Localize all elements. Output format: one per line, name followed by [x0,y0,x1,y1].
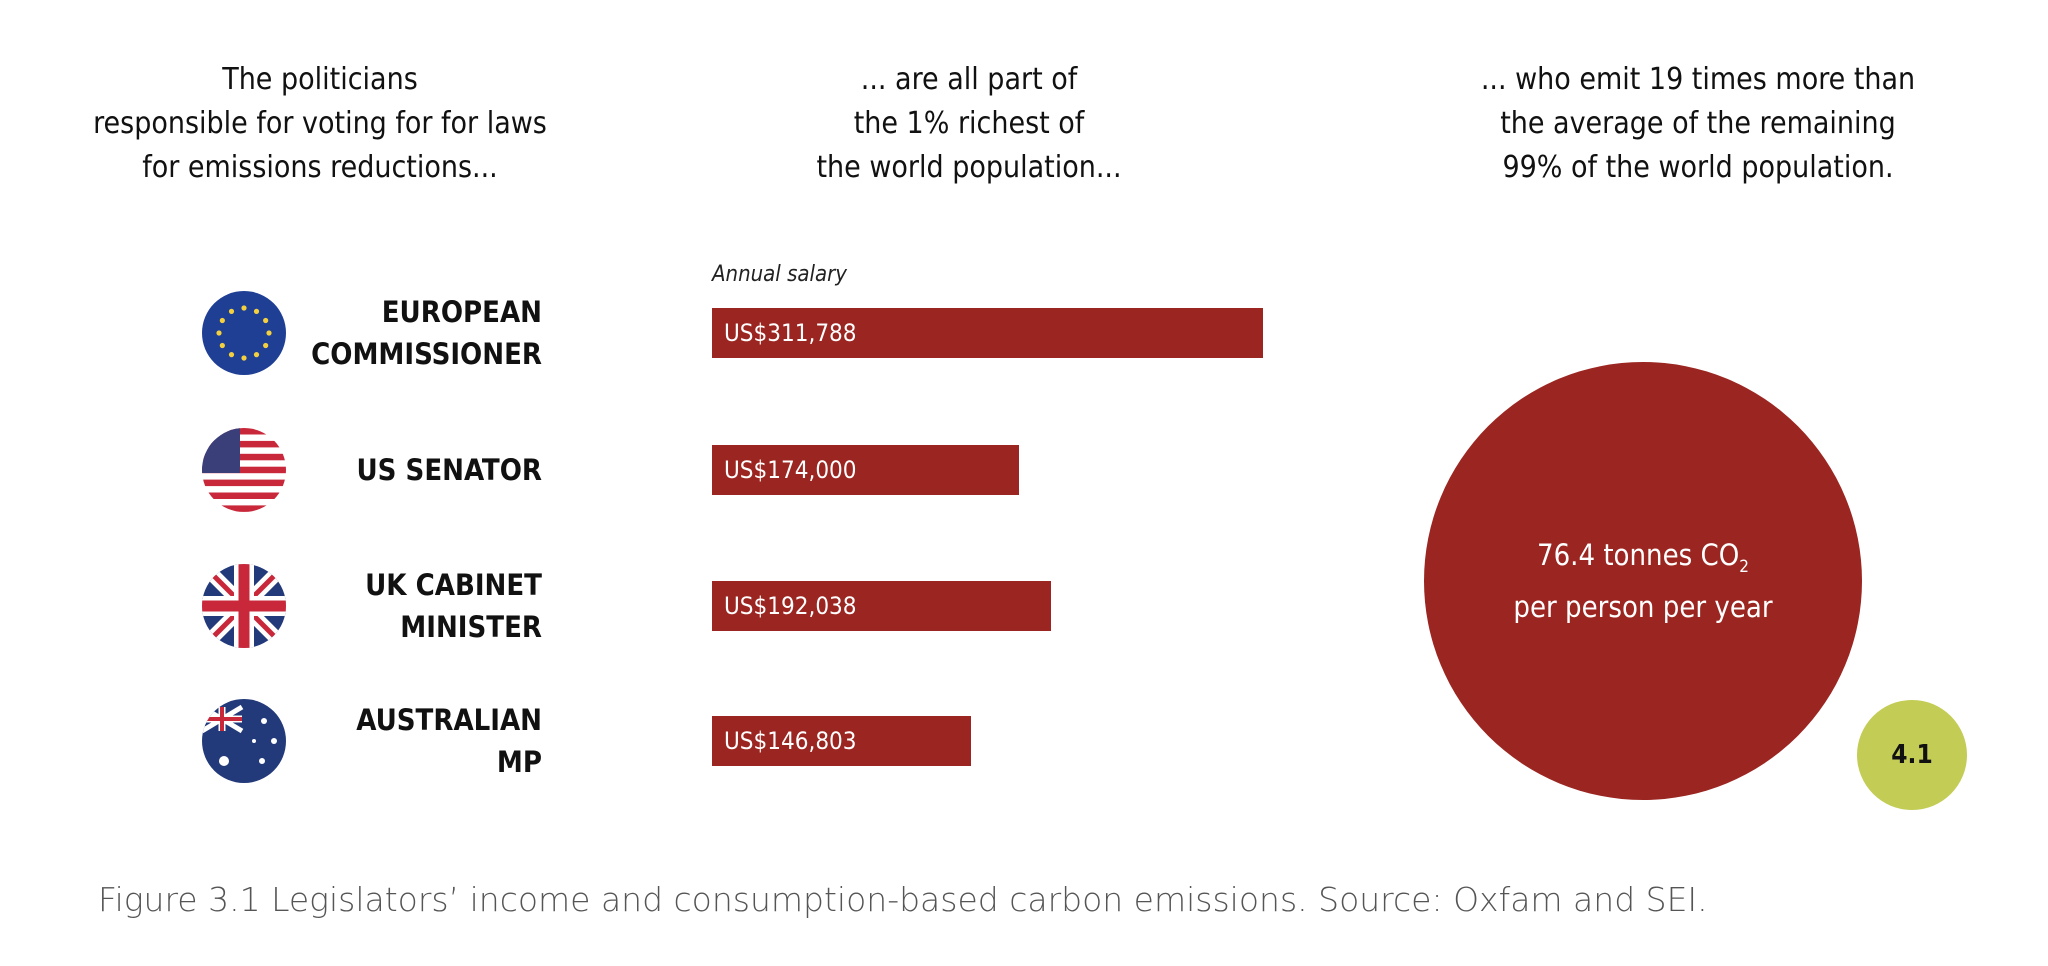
bar-value-label: US$311,788 [724,319,857,347]
salary-bar: US$146,803 [712,716,972,766]
salary-bar: US$174,000 [712,445,1020,495]
category-label: EUROPEAN COMMISSIONER [311,295,542,371]
header-emissions: ... who emit 19 times more than the aver… [1480,62,1916,185]
eu-flag-icon [202,291,286,375]
australia-flag-icon [202,699,286,783]
salary-bar: US$192,038 [712,581,1052,631]
category-label: UK CABINET MINISTER [365,568,542,644]
header-politicians: The politicians responsible for voting f… [93,62,547,185]
bubble-rest: 4.1 [1857,700,1967,810]
category-label: US SENATOR [356,453,542,487]
category-label: AUSTRALIAN MP [356,703,542,779]
uk-flag-icon [202,564,286,648]
bubble-richest: 76.4 tonnes CO2 per person per year [1424,362,1862,800]
annual-salary-label: Annual salary [712,262,847,287]
bubble-line2: per person per year [1513,589,1773,624]
bar-value-label: US$192,038 [724,592,857,620]
us-flag-icon [202,428,286,512]
bubble-small-label: 4.1 [1891,740,1933,770]
figure-caption: Figure 3.1 Legislators’ income and consu… [98,880,1708,919]
bar-value-label: US$146,803 [724,727,857,755]
header-richest: ... are all part of the 1% richest of th… [816,62,1122,185]
bar-value-label: US$174,000 [724,456,857,484]
bubble-main-label: 76.4 tonnes CO [1536,538,1740,573]
salary-bar: US$311,788 [712,308,1263,358]
bubble-sub: 2 [1739,556,1750,577]
